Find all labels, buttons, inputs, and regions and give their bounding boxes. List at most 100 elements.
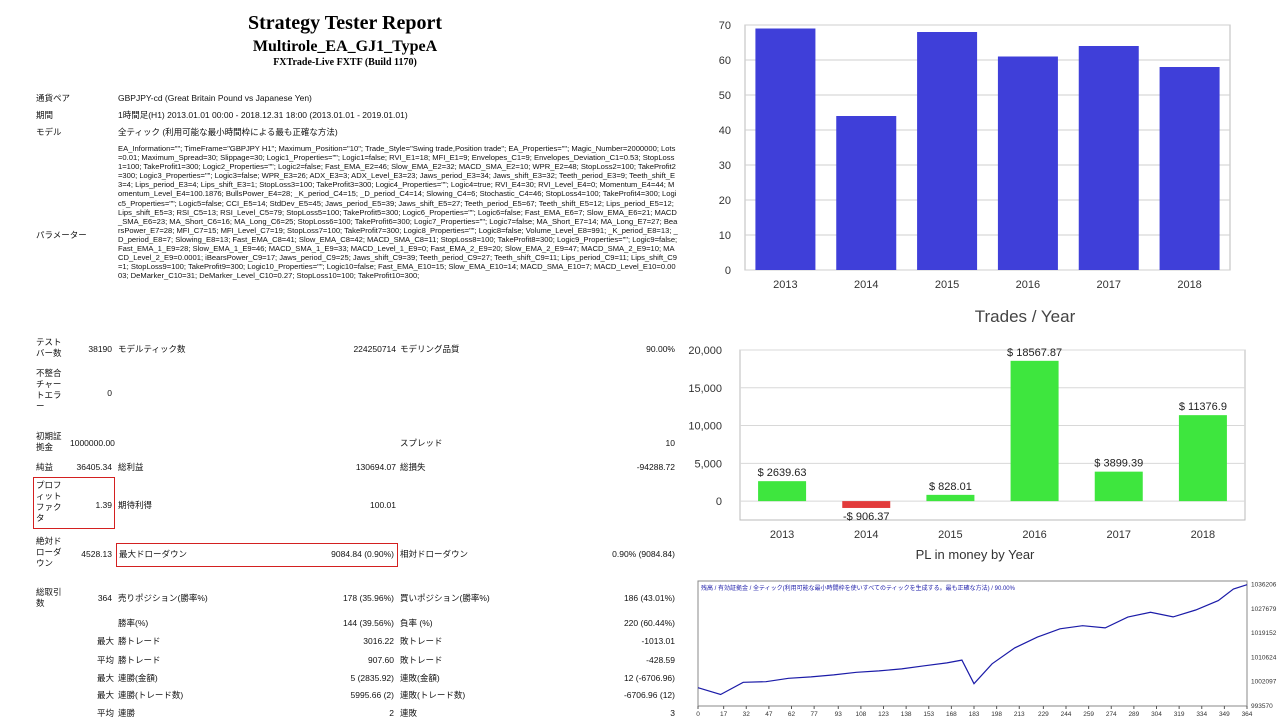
max-dd-value: 9084.84 (0.90%): [331, 549, 394, 559]
abs-dd-label: 絶対ドローダウン: [36, 536, 62, 568]
x-tick-label: 2015: [935, 279, 959, 291]
model-label: モデル: [36, 127, 62, 137]
y-tick-label: 10,000: [688, 421, 722, 433]
y-tick-label: 0: [716, 496, 722, 508]
chart-legend: 残高 / 有効証拠金 / 全ティック(利用可能な最小時間枠を使いすべてのティック…: [701, 584, 1016, 592]
x-tick-label: 349: [1219, 711, 1230, 718]
x-tick-label: 2016: [1016, 279, 1040, 291]
x-tick-label: 17: [720, 711, 728, 718]
x-tick-label: 304: [1151, 711, 1162, 718]
loss-label: 負率 (%): [400, 618, 433, 628]
y-tick-label: 5,000: [694, 458, 722, 470]
y-tick-label: 50: [719, 90, 731, 102]
gross-loss-label: 総損失: [400, 462, 426, 472]
y-tick-label: 0: [725, 265, 731, 277]
bar-2014: [836, 116, 897, 270]
x-tick-label: 0: [696, 711, 700, 718]
x-tick-label: 364: [1242, 711, 1253, 718]
bar-2016: [997, 56, 1058, 270]
x-tick-label: 32: [743, 711, 751, 718]
data-label: -$ 906.37: [843, 511, 889, 523]
avg-loss-value: -428.59: [646, 655, 675, 665]
data-label: $ 2639.63: [758, 467, 807, 479]
avg-cons-losses-value: 3: [670, 708, 675, 718]
data-label: $ 18567.87: [1007, 347, 1062, 359]
x-tick-label: 77: [811, 711, 819, 718]
profit-factor-highlight: [33, 477, 115, 529]
x-tick-label: 153: [923, 711, 934, 718]
x-tick-label: 334: [1196, 711, 1207, 718]
y-tick-label: 10: [719, 230, 731, 242]
balance-svg: 残高 / 有効証拠金 / 全ティック(利用可能な最小時間枠を使いすべてのティック…: [696, 580, 1277, 718]
data-label: $ 828.01: [929, 481, 972, 493]
plot-area: [744, 24, 1231, 271]
x-tick-label: 168: [946, 711, 957, 718]
max-drawdown-highlight: [116, 543, 398, 567]
long-label: 買いポジション(勝率%): [400, 593, 490, 603]
cons-wins-money-label: 連勝(金額): [118, 673, 158, 683]
net-value: 36405.34: [76, 462, 112, 472]
cons-loss-value: -6706.96 (12): [623, 690, 675, 700]
avg-win-label: 勝トレード: [118, 655, 161, 665]
short-value: 178 (35.96%): [342, 593, 394, 603]
x-tick-label: 289: [1128, 711, 1139, 718]
x-tick-label: 259: [1083, 711, 1094, 718]
bar-2014: [842, 501, 891, 508]
x-tick-label: 2017: [1107, 529, 1131, 541]
x-tick-label: 138: [901, 711, 912, 718]
x-tick-label: 319: [1174, 711, 1185, 718]
pf-label: プロフィットファクタ: [36, 480, 62, 523]
gross-profit-value: 130694.07: [355, 462, 396, 472]
cons-wins-money-value: 5 (2835.92): [350, 673, 394, 683]
x-tick-label: 2015: [938, 529, 962, 541]
max-prefix-3: 最大: [97, 690, 115, 700]
params-value: EA_Information=""; TimeFrame="GBPJPY H1"…: [118, 144, 678, 281]
x-tick-label: 62: [788, 711, 796, 718]
model-value: 全ティック (利用可能な最小時間枠による最も正確な方法): [118, 127, 338, 137]
data-label: $ 11376.9: [1179, 401, 1227, 413]
bar-2015: [926, 494, 975, 502]
short-label: 売りポジション(勝率%): [118, 593, 208, 603]
mismatch-label: 不整合チャートエラー: [36, 368, 62, 411]
bar-2017: [1094, 471, 1143, 502]
x-tick-label: 229: [1038, 711, 1049, 718]
mismatch-value: 0: [107, 388, 112, 398]
max-dd-label: 最大ドローダウン: [119, 549, 188, 559]
deposit-label: 初期証拠金: [36, 431, 62, 452]
y-tick-label: 30: [719, 160, 731, 172]
server-name: FXTrade-Live FXTF (Build 1170): [273, 57, 417, 68]
gross-profit-label: 総利益: [118, 462, 144, 472]
period-value: 1時間足(H1) 2013.01.01 00:00 - 2018.12.31 1…: [118, 110, 408, 120]
bar-2018: [1178, 415, 1227, 502]
y-tick-label: 1036206: [1251, 582, 1277, 589]
x-tick-label: 213: [1014, 711, 1025, 718]
quality-value: 90.00%: [646, 344, 675, 354]
y-tick-label: 70: [719, 20, 731, 32]
avg-cons-wins-label: 連勝: [118, 708, 136, 718]
total-trades-label: 総取引数: [36, 587, 62, 608]
x-tick-label: 108: [855, 711, 866, 718]
x-tick-label: 198: [991, 711, 1002, 718]
plot-area: [697, 580, 1248, 707]
cons-profit-label: 連勝(トレード数): [118, 690, 184, 700]
largest-win-label: 勝トレード: [118, 636, 161, 646]
y-tick-label: 15,000: [688, 383, 722, 395]
avg-prefix-2: 平均: [97, 708, 115, 718]
bar-2017: [1078, 46, 1139, 270]
x-tick-label: 183: [969, 711, 980, 718]
loss-value: 220 (60.44%): [623, 618, 675, 628]
y-tick-label: 1010624: [1251, 654, 1277, 661]
pl-by-year-svg: 0 5,000 10,000 15,000 20,000 $ 2639.63 2013 -$ …: [688, 345, 1246, 562]
ea-name: Multirole_EA_GJ1_TypeA: [252, 38, 438, 55]
pf-value: 1.39: [95, 500, 112, 510]
cons-profit-value: 5995.66 (2): [350, 690, 394, 700]
long-value: 186 (43.01%): [623, 593, 675, 603]
chart-title: PL in money by Year: [916, 547, 1035, 562]
y-tick-label: 20: [719, 195, 731, 207]
x-tick-label: 2016: [1022, 529, 1046, 541]
avg-cons-wins-value: 2: [389, 708, 394, 718]
ticks-value: 224250714: [353, 344, 396, 354]
abs-dd-value: 4528.13: [81, 549, 112, 559]
period-label: 期間: [36, 110, 54, 120]
net-label: 純益: [36, 462, 54, 472]
